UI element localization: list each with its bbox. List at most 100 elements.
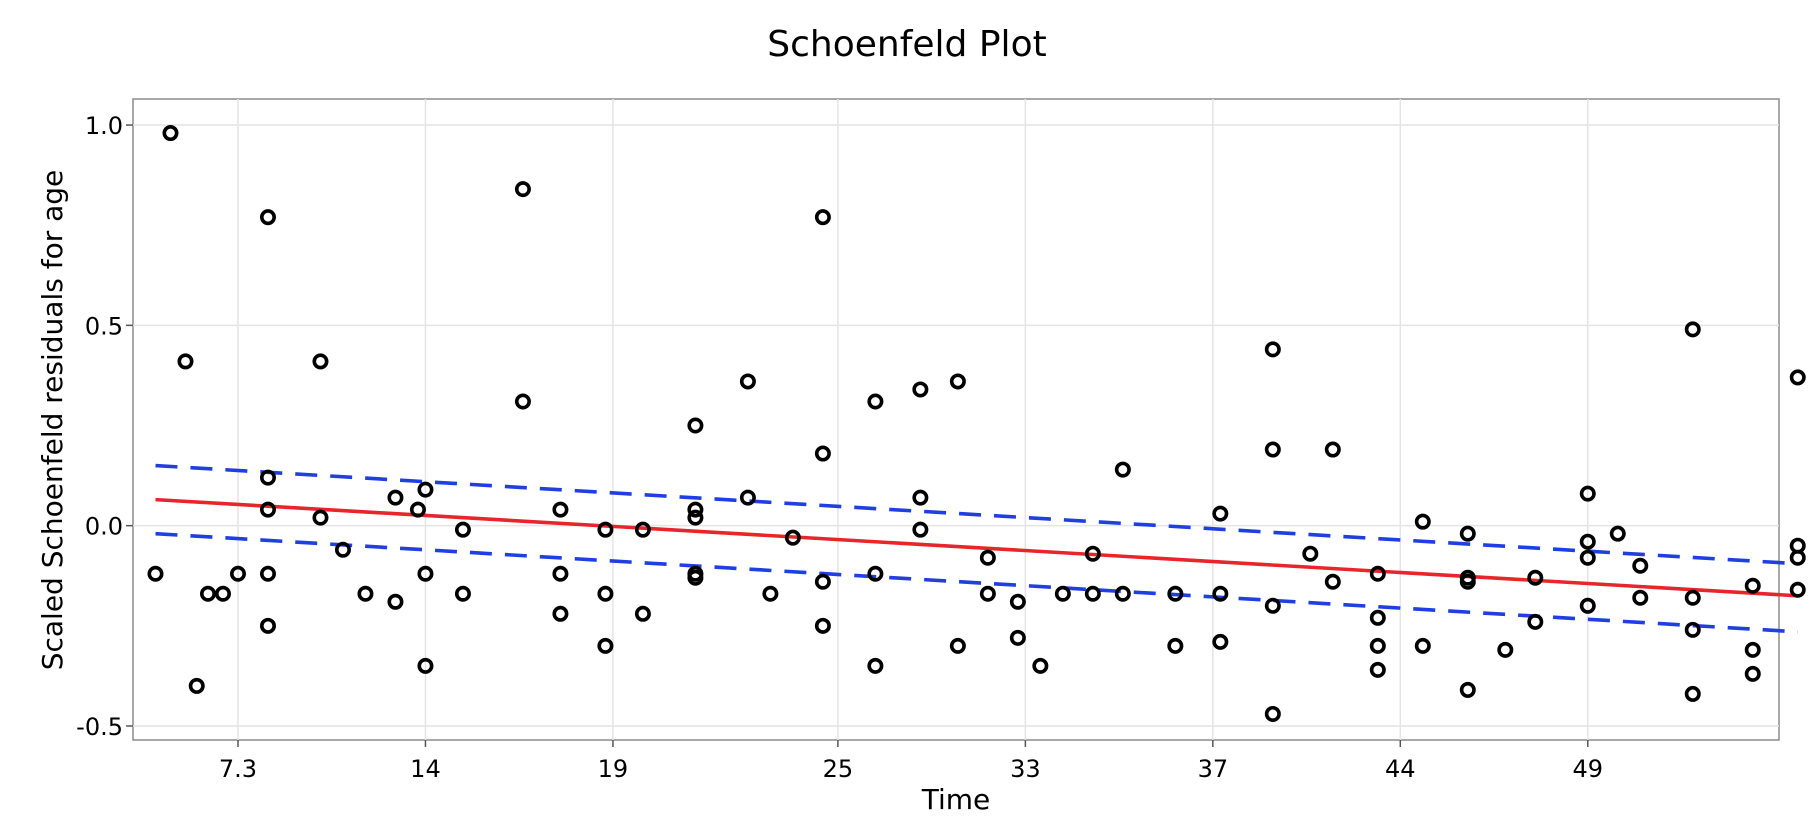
residual-point: [979, 549, 996, 566]
residual-point: [1114, 585, 1131, 602]
residual-point: [687, 509, 704, 526]
y-tick-label: 0.5: [85, 312, 123, 340]
x-axis-label: Time: [921, 783, 991, 816]
residual-point: [162, 125, 179, 142]
residual-point: [417, 565, 434, 582]
residual-point: [229, 565, 246, 582]
residual-point: [199, 585, 216, 602]
residual-point: [1414, 637, 1431, 654]
residual-point: [1084, 545, 1101, 562]
x-tick-label: 37: [1198, 755, 1229, 783]
residual-point: [259, 617, 276, 634]
residual-point: [1369, 637, 1386, 654]
residual-point: [1632, 589, 1649, 606]
residual-point: [687, 569, 704, 586]
residual-points: [147, 125, 1806, 722]
residual-point: [417, 657, 434, 674]
x-axis-ticks: 7.3 14 19 25 33 37 44 49: [219, 740, 1603, 783]
residual-point: [259, 565, 276, 582]
residual-point: [814, 209, 831, 226]
residual-point: [867, 565, 884, 582]
x-tick-label: 14: [410, 755, 441, 783]
band-upper-line: [155, 463, 1798, 566]
residual-point: [1054, 585, 1071, 602]
residual-point: [1527, 613, 1544, 630]
residual-point: [1609, 525, 1626, 542]
residual-point: [739, 373, 756, 390]
residual-point: [357, 585, 374, 602]
residual-point: [1579, 597, 1596, 614]
residual-point: [1744, 665, 1761, 682]
y-tick-label: 0.0: [85, 513, 123, 541]
y-axis-ticks: 1.0 0.5 0.0 -0.5: [76, 112, 133, 741]
residual-point: [552, 605, 569, 622]
residual-point: [1744, 577, 1761, 594]
residual-point: [387, 593, 404, 610]
x-tick-label: 7.3: [219, 755, 257, 783]
residual-point: [259, 501, 276, 518]
residual-point: [1324, 573, 1341, 590]
residual-point: [1579, 533, 1596, 550]
residual-point: [1684, 321, 1701, 338]
residual-point: [1684, 589, 1701, 606]
y-tick-label: -0.5: [76, 713, 123, 741]
residual-point: [1497, 641, 1514, 658]
x-tick-label: 49: [1573, 755, 1604, 783]
residual-point: [417, 481, 434, 498]
residual-point: [739, 489, 756, 506]
residual-point: [1414, 513, 1431, 530]
y-axis-label: Scaled Schoenfeld residuals for age: [36, 170, 69, 671]
residual-point: [1212, 633, 1229, 650]
residual-point: [1302, 545, 1319, 562]
residual-point: [1264, 597, 1281, 614]
residual-point: [1212, 505, 1229, 522]
residual-point: [1369, 565, 1386, 582]
residual-point: [1579, 485, 1596, 502]
residual-point: [1527, 569, 1544, 586]
residual-point: [597, 637, 614, 654]
residual-point: [687, 501, 704, 518]
residual-point: [552, 565, 569, 582]
residual-point: [177, 353, 194, 370]
grid-lines: [133, 99, 1779, 740]
plot-frame: [132, 98, 1780, 741]
x-tick-label: 19: [598, 755, 629, 783]
residual-point: [912, 521, 929, 538]
residual-point: [1684, 621, 1701, 638]
residual-point: [1324, 441, 1341, 458]
residual-point: [214, 585, 231, 602]
residual-point: [1789, 581, 1806, 598]
band-lower-line: [155, 531, 1798, 634]
chart-title: Schoenfeld Plot: [767, 24, 1046, 65]
residual-point: [552, 501, 569, 518]
x-tick-label: 33: [1010, 755, 1041, 783]
residual-point: [784, 529, 801, 546]
residual-point: [949, 637, 966, 654]
residual-point: [634, 521, 651, 538]
residual-point: [597, 585, 614, 602]
residual-point: [312, 509, 329, 526]
residual-point: [409, 501, 426, 518]
residual-point: [1167, 585, 1184, 602]
residual-point: [867, 657, 884, 674]
residual-point: [762, 585, 779, 602]
y-tick-label: 1.0: [85, 112, 123, 140]
residual-point: [867, 393, 884, 410]
fit-line-segment: [155, 497, 1798, 598]
residual-point: [454, 521, 471, 538]
fit-line: [155, 497, 1798, 598]
residual-point: [1459, 681, 1476, 698]
residual-point: [188, 677, 205, 694]
x-tick-label: 44: [1385, 755, 1416, 783]
residual-point: [1084, 585, 1101, 602]
residual-point: [514, 393, 531, 410]
residual-point: [1369, 609, 1386, 626]
residual-point: [1114, 461, 1131, 478]
residual-point: [454, 585, 471, 602]
residual-point: [1579, 549, 1596, 566]
residual-point: [1032, 657, 1049, 674]
residual-point: [259, 469, 276, 486]
residual-point: [1459, 573, 1476, 590]
